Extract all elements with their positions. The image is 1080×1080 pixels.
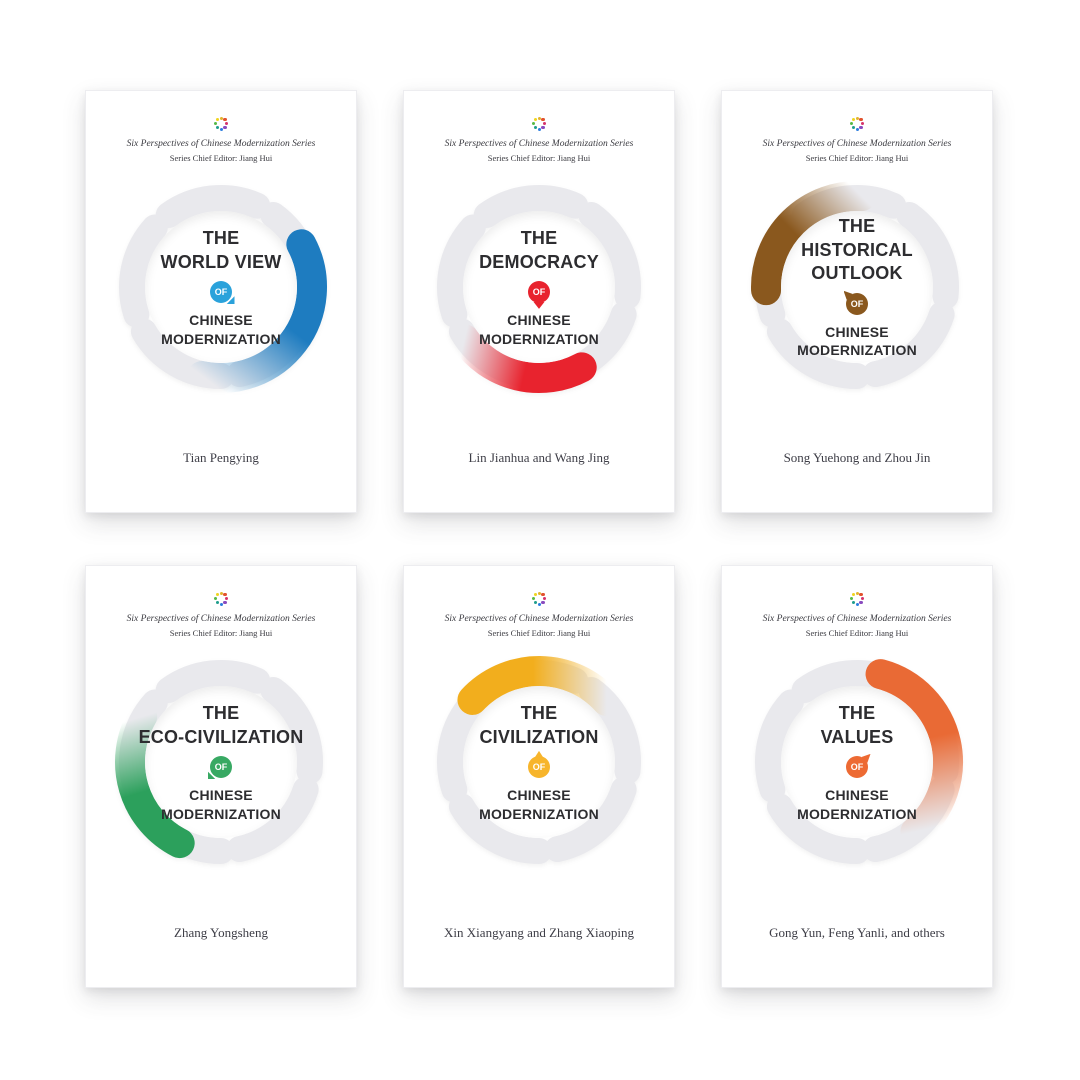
of-badge: OF — [210, 756, 232, 779]
book-cover-historical-outlook[interactable]: Six Perspectives of Chinese Modernizatio… — [721, 90, 993, 513]
subject-line: MODERNIZATION — [797, 342, 917, 359]
series-title: Six Perspectives of Chinese Modernizatio… — [126, 139, 316, 149]
subject-line: CHINESE — [825, 787, 889, 804]
title-line: HISTORICAL — [801, 239, 913, 260]
title-line: DEMOCRACY — [479, 251, 599, 272]
subject-line: MODERNIZATION — [161, 805, 281, 822]
series-title: Six Perspectives of Chinese Modernizatio… — [762, 614, 952, 624]
cover-title-block: THE VALUES OF CHINESE MODERNIZATION — [745, 650, 969, 874]
title-line: ECO-CIVILIZATION — [138, 726, 304, 747]
series-editor: Series Chief Editor: Jiang Hui — [805, 153, 909, 164]
cover-header: Six Perspectives of Chinese Modernizatio… — [722, 91, 992, 163]
series-logo-icon — [850, 116, 865, 131]
book-cover-democracy[interactable]: Six Perspectives of Chinese Modernizatio… — [403, 90, 675, 513]
title-line: VALUES — [820, 726, 894, 747]
ring-inner-disc — [781, 211, 933, 364]
title-line: CIVILIZATION — [479, 726, 599, 747]
author-name: Tian Pengying — [183, 450, 259, 465]
author-name: Gong Yun, Feng Yanli, and others — [769, 925, 945, 940]
ring-graphic: THE DEMOCRACY OF CHINESE MODERNIZATION — [427, 175, 651, 399]
cover-header: Six Perspectives of Chinese Modernizatio… — [86, 91, 356, 163]
series-title: Six Perspectives of Chinese Modernizatio… — [444, 139, 634, 149]
subject-line: CHINESE — [507, 787, 571, 804]
series-title: Six Perspectives of Chinese Modernizatio… — [762, 139, 952, 149]
ring-graphic: THE CIVILIZATION OF CHINESE MODERNIZATIO… — [427, 650, 651, 874]
ring-arc-svg — [437, 656, 641, 865]
subject-line: MODERNIZATION — [161, 330, 281, 347]
book-cover-values[interactable]: Six Perspectives of Chinese Modernizatio… — [721, 565, 993, 988]
series-logo-icon — [214, 591, 229, 606]
cover-title-block: THE WORLD VIEW OF CHINESE MODERNIZATION — [109, 175, 333, 399]
subject-line: CHINESE — [507, 312, 571, 329]
of-badge: OF — [846, 293, 868, 316]
cover-title-block: THE DEMOCRACY OF CHINESE MODERNIZATION — [427, 175, 651, 399]
series-title: Six Perspectives of Chinese Modernizatio… — [126, 614, 316, 624]
ring-graphic: THE VALUES OF CHINESE MODERNIZATION — [745, 650, 969, 874]
of-badge: OF — [528, 281, 550, 304]
title-line: THE — [838, 215, 876, 236]
series-logo-icon — [214, 116, 229, 131]
author-name: Zhang Yongsheng — [174, 925, 268, 940]
subject-line: MODERNIZATION — [479, 330, 599, 347]
series-logo-icon — [850, 591, 865, 606]
title-line: WORLD VIEW — [160, 251, 282, 272]
subject-line: MODERNIZATION — [479, 805, 599, 822]
series-logo-icon — [532, 116, 547, 131]
series-editor: Series Chief Editor: Jiang Hui — [169, 153, 273, 164]
cover-header: Six Perspectives of Chinese Modernizatio… — [404, 566, 674, 638]
book-cover-eco-civilization[interactable]: Six Perspectives of Chinese Modernizatio… — [85, 565, 357, 988]
ring-arc-svg — [437, 185, 641, 394]
ring-arc-svg — [119, 185, 327, 394]
ring-arc-svg — [751, 181, 959, 390]
cover-header: Six Perspectives of Chinese Modernizatio… — [404, 91, 674, 163]
series-editor: Series Chief Editor: Jiang Hui — [805, 628, 909, 639]
subject-line: CHINESE — [825, 324, 889, 341]
author-name: Lin Jianhua and Wang Jing — [468, 450, 610, 465]
title-line: THE — [520, 702, 558, 723]
subject-line: MODERNIZATION — [797, 805, 917, 822]
ring-graphic: THE WORLD VIEW OF CHINESE MODERNIZATION — [109, 175, 333, 399]
ring-arc-svg — [115, 660, 323, 865]
title-line: THE — [838, 702, 876, 723]
ring-graphic: THE ECO-CIVILIZATION OF CHINESE MODERNIZ… — [109, 650, 333, 874]
cover-title-block: THE ECO-CIVILIZATION OF CHINESE MODERNIZ… — [109, 650, 333, 874]
title-line: THE — [520, 227, 558, 248]
subject-line: CHINESE — [189, 787, 253, 804]
cover-title-block: THE CIVILIZATION OF CHINESE MODERNIZATIO… — [427, 650, 651, 874]
series-editor: Series Chief Editor: Jiang Hui — [487, 153, 591, 164]
cover-title-block: THE HISTORICAL OUTLOOK OF CHINESE MODERN… — [745, 175, 969, 399]
book-cover-world-view[interactable]: Six Perspectives of Chinese Modernizatio… — [85, 90, 357, 513]
title-line: THE — [202, 227, 240, 248]
series-title: Six Perspectives of Chinese Modernizatio… — [444, 614, 634, 624]
ring-graphic: THE HISTORICAL OUTLOOK OF CHINESE MODERN… — [745, 175, 969, 399]
title-line: OUTLOOK — [811, 263, 903, 284]
title-line: THE — [202, 702, 240, 723]
of-badge: OF — [210, 281, 232, 304]
author-name: Song Yuehong and Zhou Jin — [783, 450, 931, 465]
cover-header: Six Perspectives of Chinese Modernizatio… — [86, 566, 356, 638]
book-cover-civilization[interactable]: Six Perspectives of Chinese Modernizatio… — [403, 565, 675, 988]
series-logo-icon — [532, 591, 547, 606]
ring-arc-svg — [755, 659, 963, 865]
series-editor: Series Chief Editor: Jiang Hui — [487, 628, 591, 639]
subject-line: CHINESE — [189, 312, 253, 329]
author-name: Xin Xiangyang and Zhang Xiaoping — [444, 925, 634, 940]
of-badge: OF — [846, 756, 868, 779]
series-editor: Series Chief Editor: Jiang Hui — [169, 628, 273, 639]
cover-header: Six Perspectives of Chinese Modernizatio… — [722, 566, 992, 638]
of-badge: OF — [528, 756, 550, 779]
